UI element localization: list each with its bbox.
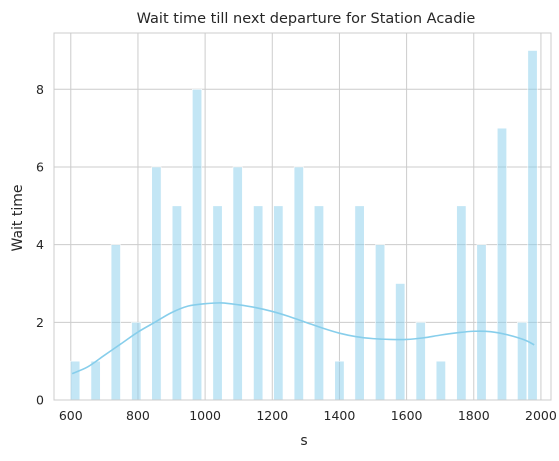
histogram-bar	[313, 205, 324, 401]
x-tick-label: 600	[59, 408, 83, 423]
x-tick-label: 1600	[391, 408, 423, 423]
y-tick-label: 8	[36, 82, 44, 97]
histogram-bar	[232, 166, 243, 401]
histogram-bar	[395, 283, 406, 401]
histogram-bar	[192, 89, 203, 401]
histogram-bar	[456, 205, 467, 401]
histogram-bar	[415, 322, 426, 401]
y-tick-label: 2	[36, 315, 44, 330]
x-tick-label: 800	[126, 408, 150, 423]
y-axis-label: Wait time	[10, 185, 26, 252]
kde-curve-group	[71, 302, 535, 375]
x-tick-label: 1000	[189, 408, 221, 423]
histogram-bar	[354, 205, 365, 401]
histogram-bar	[90, 360, 101, 401]
histogram-bar	[476, 244, 487, 401]
x-tick-label: 1800	[458, 408, 490, 423]
histogram-bar	[253, 205, 264, 401]
histogram-bar	[110, 244, 121, 401]
histogram-bar	[527, 50, 538, 401]
y-ticks: 0 2 4 6 8	[36, 82, 44, 408]
histogram-bar	[435, 360, 446, 401]
y-tick-label: 6	[36, 159, 44, 174]
grid	[54, 33, 551, 401]
x-tick-label: 2000	[525, 408, 557, 423]
bars	[70, 50, 538, 401]
plot-frame	[53, 32, 552, 401]
x-ticks: 600 800 1000 1200 1400 1600 1800 2000	[59, 408, 557, 423]
histogram-bar	[293, 166, 304, 401]
histogram-bar	[70, 360, 81, 401]
x-tick-label: 1200	[256, 408, 288, 423]
histogram-bar	[273, 205, 284, 401]
histogram-bar	[171, 205, 182, 401]
y-tick-label: 0	[36, 393, 44, 408]
kde-curve	[71, 302, 535, 375]
histogram-bar	[334, 360, 345, 401]
x-axis-label: s	[300, 433, 307, 449]
x-tick-label: 1400	[324, 408, 356, 423]
histogram-bar	[517, 322, 528, 401]
histogram-bar	[496, 127, 507, 401]
y-tick-label: 4	[36, 237, 44, 252]
histogram-bar	[151, 166, 162, 401]
chart-title: Wait time till next departure for Statio…	[137, 11, 476, 27]
histogram-bar	[375, 244, 386, 401]
